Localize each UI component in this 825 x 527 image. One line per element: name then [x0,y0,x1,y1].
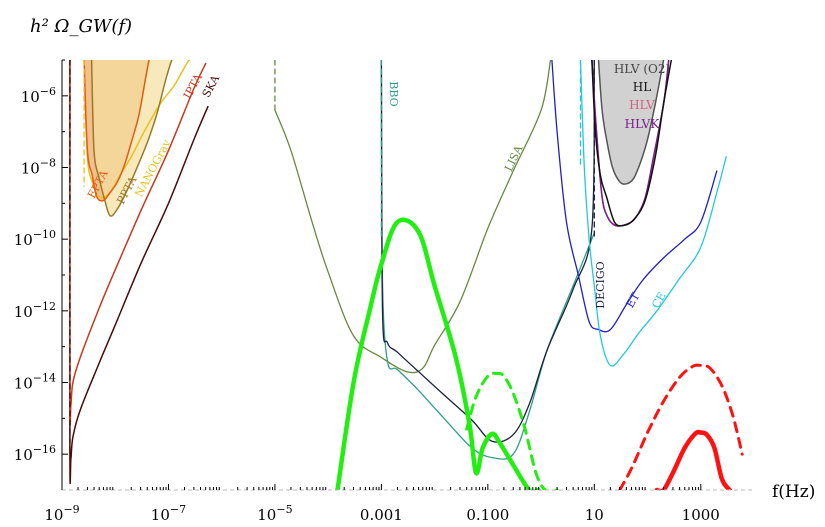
x-tick-label: 10 [585,506,604,524]
label-ska: SKA [200,72,223,100]
y-tick-label: 10−6 [21,85,56,106]
label-decigo: DECIGO [594,261,607,308]
y-tick-label: 10−12 [14,300,56,321]
y-tick-label: 10−14 [14,372,56,393]
label-lisa: LISA [502,143,526,174]
curve-signal-green-dashed [467,373,557,491]
label-hl: HL [633,80,651,94]
y-axis-title: h² Ω_GW(f) [30,16,132,37]
label-et: ET [623,290,642,310]
label-hlv-o2: HLV (O2) [614,62,670,76]
curve-signal-red-solid [657,432,730,491]
curve-signal-green-solid [338,220,539,492]
label-ipta: IPTA [181,71,205,101]
y-tick-label: 10−10 [14,228,56,249]
x-tick-label: 10−5 [257,503,292,524]
x-tick-label: 10−7 [151,503,186,524]
x-tick-label: 1000 [682,506,720,524]
x-axis-title: f(Hz) [772,482,815,502]
label-hlvk: HLVK [625,117,661,131]
x-tick-label: 0.001 [360,506,403,524]
label-ce: CE [649,290,668,311]
label-bbo: BBO [387,81,400,106]
label-hlv: HLV [629,98,655,112]
y-tick-label: 10−16 [14,443,56,464]
y-axis-title-text: h² Ω_GW(f) [30,16,132,37]
y-tick-label: 10−8 [21,157,56,178]
curve-bbo [381,60,594,459]
filled-regions [84,60,664,216]
x-tick-label: 0.100 [466,506,509,524]
x-tick-label: 10−9 [44,503,79,524]
curve-lisa [275,60,551,373]
curve-signal-red-dashed [620,365,743,490]
